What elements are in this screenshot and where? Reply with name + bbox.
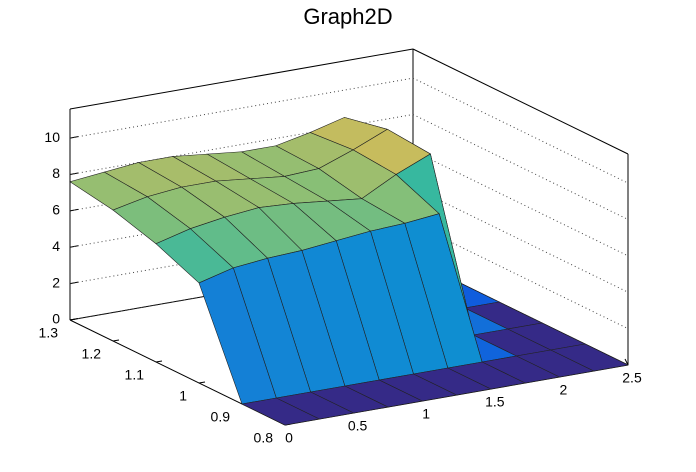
z-tick-label: 10 bbox=[44, 129, 60, 145]
y-tick-label: 1.3 bbox=[39, 325, 59, 341]
chart-title: Graph2D bbox=[303, 4, 392, 29]
z-tick-label: 8 bbox=[52, 165, 60, 181]
y-tick-label: 0.8 bbox=[254, 430, 274, 446]
box-edge bbox=[69, 48, 414, 110]
y-tick bbox=[69, 318, 77, 321]
y-tick bbox=[155, 360, 163, 363]
x-tick-label: 2.5 bbox=[622, 370, 642, 386]
surface-cell bbox=[241, 397, 321, 426]
y-tick-label: 1.2 bbox=[82, 346, 102, 362]
x-tick-label: 1 bbox=[422, 406, 430, 422]
x-tick-label: 1.5 bbox=[485, 394, 505, 410]
y-tick bbox=[198, 381, 206, 384]
z-tick-label: 2 bbox=[52, 274, 60, 290]
x-tick-label: 0 bbox=[285, 430, 293, 446]
y-tick-label: 0.9 bbox=[211, 409, 231, 425]
z-tick-label: 0 bbox=[52, 311, 60, 327]
box-edge bbox=[412, 48, 629, 155]
x-tick bbox=[624, 358, 629, 366]
x-tick-label: 0.5 bbox=[348, 418, 368, 434]
x-tick-label: 2 bbox=[560, 382, 568, 398]
y-tick bbox=[112, 339, 120, 342]
z-tick-label: 4 bbox=[52, 238, 60, 254]
y-tick-label: 1.1 bbox=[125, 367, 145, 383]
y-tick-label: 1 bbox=[179, 388, 187, 404]
z-tick-label: 6 bbox=[52, 202, 60, 218]
